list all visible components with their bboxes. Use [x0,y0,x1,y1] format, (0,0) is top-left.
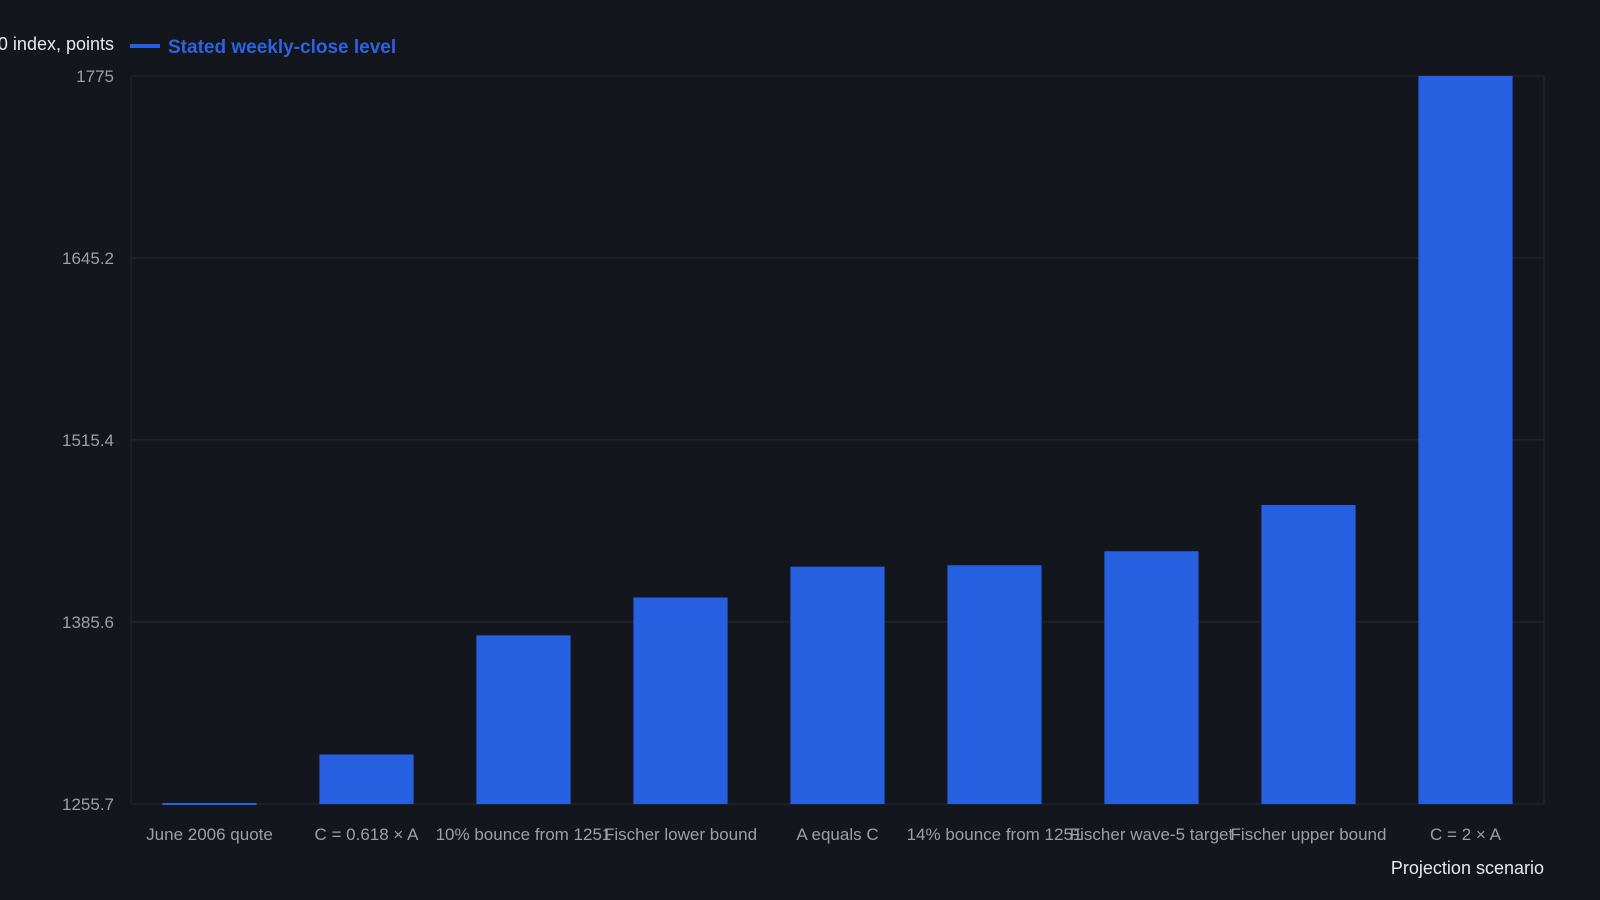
x-tick-label: A equals C [796,825,878,844]
bar [1261,504,1356,804]
bars [162,76,1513,805]
legend-swatch [130,44,160,48]
bar [1418,76,1513,804]
x-tick-label: 10% bounce from 1251 [436,825,612,844]
y-tick-label: 1385.6 [62,613,114,632]
bar [633,597,728,804]
legend-label: Stated weekly-close level [168,37,396,58]
legend: Stated weekly-close level [130,37,396,58]
bar [790,566,885,804]
y-axis-title: S&P 500 index, points [0,34,114,54]
x-axis-ticks: June 2006 quote C = 0.618 × A 10% bounce f… [146,825,1501,844]
x-tick-label: 14% bounce from 1251 [907,825,1083,844]
x-tick-label: Fischer lower bound [604,825,757,844]
bar [947,565,1042,804]
x-tick-label: C = 2 × A [1430,825,1502,844]
x-tick-label: June 2006 quote [146,825,273,844]
bar [1104,551,1199,804]
x-axis-title: Projection scenario [1391,858,1544,878]
x-tick-label: Fischer wave-5 target [1070,825,1234,844]
y-tick-label: 1775 [76,67,114,86]
x-tick-label: C = 0.618 × A [315,825,420,844]
x-tick-label: Fischer upper bound [1231,825,1387,844]
y-tick-label: 1255.7 [62,795,114,814]
y-tick-label: 1645.2 [62,249,114,268]
y-axis-ticks: 1255.7 1385.6 1515.4 1645.2 1775 [62,67,114,814]
y-tick-label: 1515.4 [62,431,114,450]
bar [476,635,571,804]
bar [162,803,257,805]
bar [319,754,414,804]
